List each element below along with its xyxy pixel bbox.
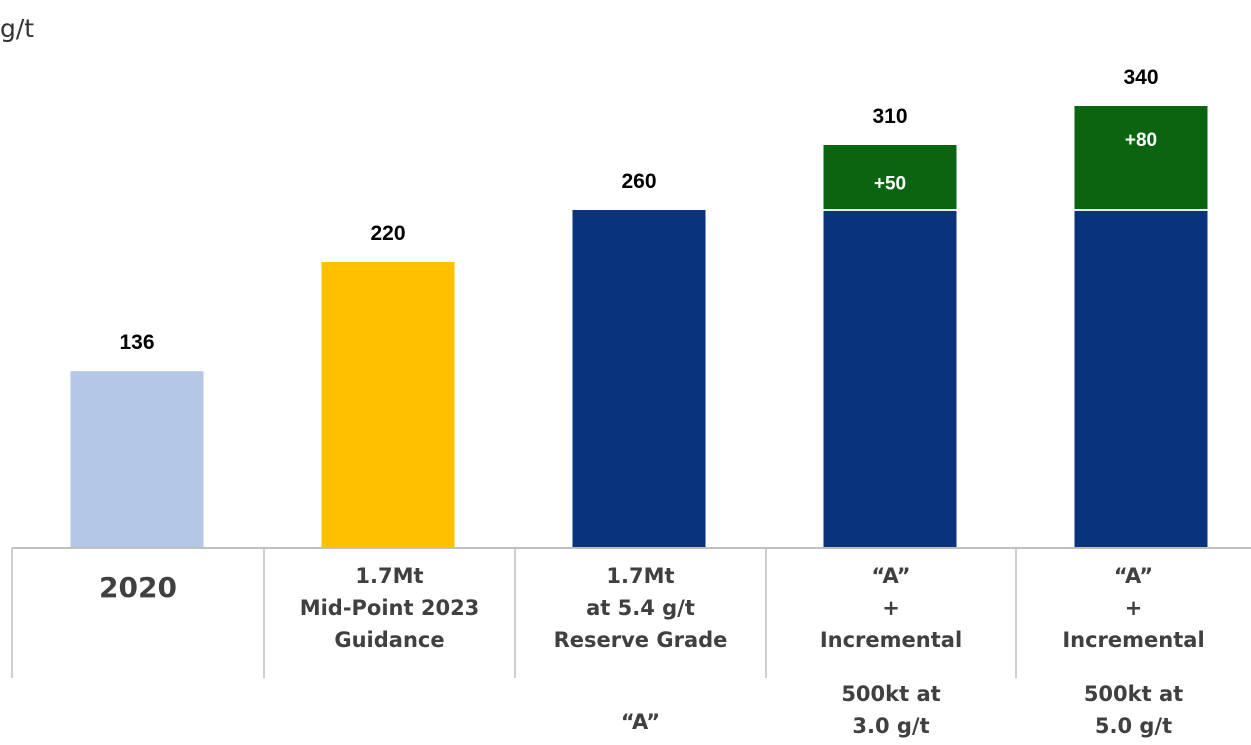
table-cell-line: Incremental <box>1062 628 1205 652</box>
total-label-3: 260 <box>621 170 656 193</box>
y-unit-label: g/t <box>0 14 35 43</box>
table-cell-line: 1.7Mt <box>355 564 424 588</box>
table-cell-line: Mid-Point 2023 <box>299 596 480 620</box>
table-cell-line: at 5.4 g/t <box>586 596 695 620</box>
total-label-4: 310 <box>872 105 907 128</box>
increment-label-5: +80 <box>1125 130 1157 151</box>
table-cell-line: + <box>882 596 900 620</box>
bar-increment-5 <box>1074 106 1208 210</box>
table-cell-line: “A” <box>1113 564 1154 588</box>
bar-base-4 <box>823 210 957 548</box>
bar-increment-4 <box>823 145 957 210</box>
bar-base-1 <box>70 371 204 548</box>
table-cell-line: Reserve Grade <box>553 628 728 652</box>
table-cell-3: 1.7Mt at 5.4 g/t Reserve Grade <box>515 560 766 656</box>
below-table-text-3: “A” <box>515 706 766 738</box>
table-cell-line: “A” <box>871 564 911 588</box>
below-table-line: 5.0 g/t <box>1094 714 1173 738</box>
below-table-line: “A” <box>620 710 661 734</box>
table-cell-2: 1.7Mt Mid-Point 2023 Guidance <box>264 560 515 656</box>
bar-base-3 <box>572 210 706 548</box>
bar-base-2 <box>321 262 455 548</box>
total-label-1: 136 <box>119 331 154 354</box>
bar-base-5 <box>1074 210 1208 548</box>
table-cell-1: 2020 <box>12 572 264 604</box>
below-table-text-4: 500kt at 3.0 g/t <box>766 678 1016 742</box>
below-table-line: 3.0 g/t <box>852 714 930 738</box>
increment-label-4: +50 <box>874 174 906 195</box>
table-cell-line: 2020 <box>99 571 177 604</box>
below-table-text-5: 500kt at 5.0 g/t <box>1016 678 1251 742</box>
table-cell-line: Incremental <box>819 628 963 652</box>
table-cell-line: + <box>1124 596 1143 620</box>
below-table-line: 500kt at <box>1083 682 1184 706</box>
total-label-2: 220 <box>370 222 405 245</box>
table-cell-line: Guidance <box>334 628 445 652</box>
below-table-line: 500kt at <box>841 682 941 706</box>
table-cell-line: 1.7Mt <box>606 564 675 588</box>
table-cell-5: “A” + Incremental <box>1016 560 1251 656</box>
total-label-5: 340 <box>1123 66 1158 89</box>
table-cell-4: “A” + Incremental <box>766 560 1016 656</box>
